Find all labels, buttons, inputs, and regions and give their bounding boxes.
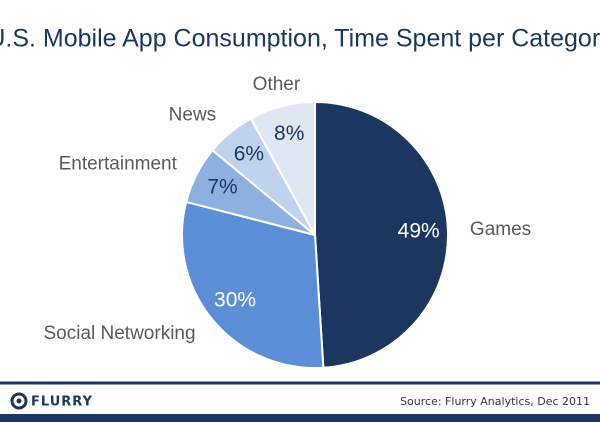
slice-category-label: Entertainment — [59, 154, 178, 175]
logo-text: FLURRY — [31, 395, 93, 410]
slice-value-label: 30% — [214, 289, 256, 312]
slice-category-label: News — [169, 105, 217, 126]
slice-value-label: 6% — [234, 143, 264, 166]
slice-category-label: Other — [253, 74, 301, 95]
slice-category-label: Social Networking — [43, 323, 195, 344]
slice-value-label: 49% — [398, 219, 440, 242]
pie-slice — [249, 100, 316, 236]
source-note: Source: Flurry Analytics, Dec 2011 — [400, 395, 590, 408]
pie-slice — [181, 200, 325, 369]
pie: 49% Games 30% Social Networking 7% Entertainm… — [43, 74, 531, 369]
footer-bar — [0, 414, 600, 422]
chart-title: U.S. Mobile App Consumption, Time Spent … — [0, 25, 600, 53]
slice-value-label: 7% — [207, 175, 237, 198]
pie-slice — [314, 100, 450, 369]
slice-value-label: 8% — [274, 122, 304, 145]
logo-icon-dot — [16, 398, 22, 404]
logo-icon — [10, 392, 28, 410]
slice-category-label: Games — [470, 219, 531, 240]
